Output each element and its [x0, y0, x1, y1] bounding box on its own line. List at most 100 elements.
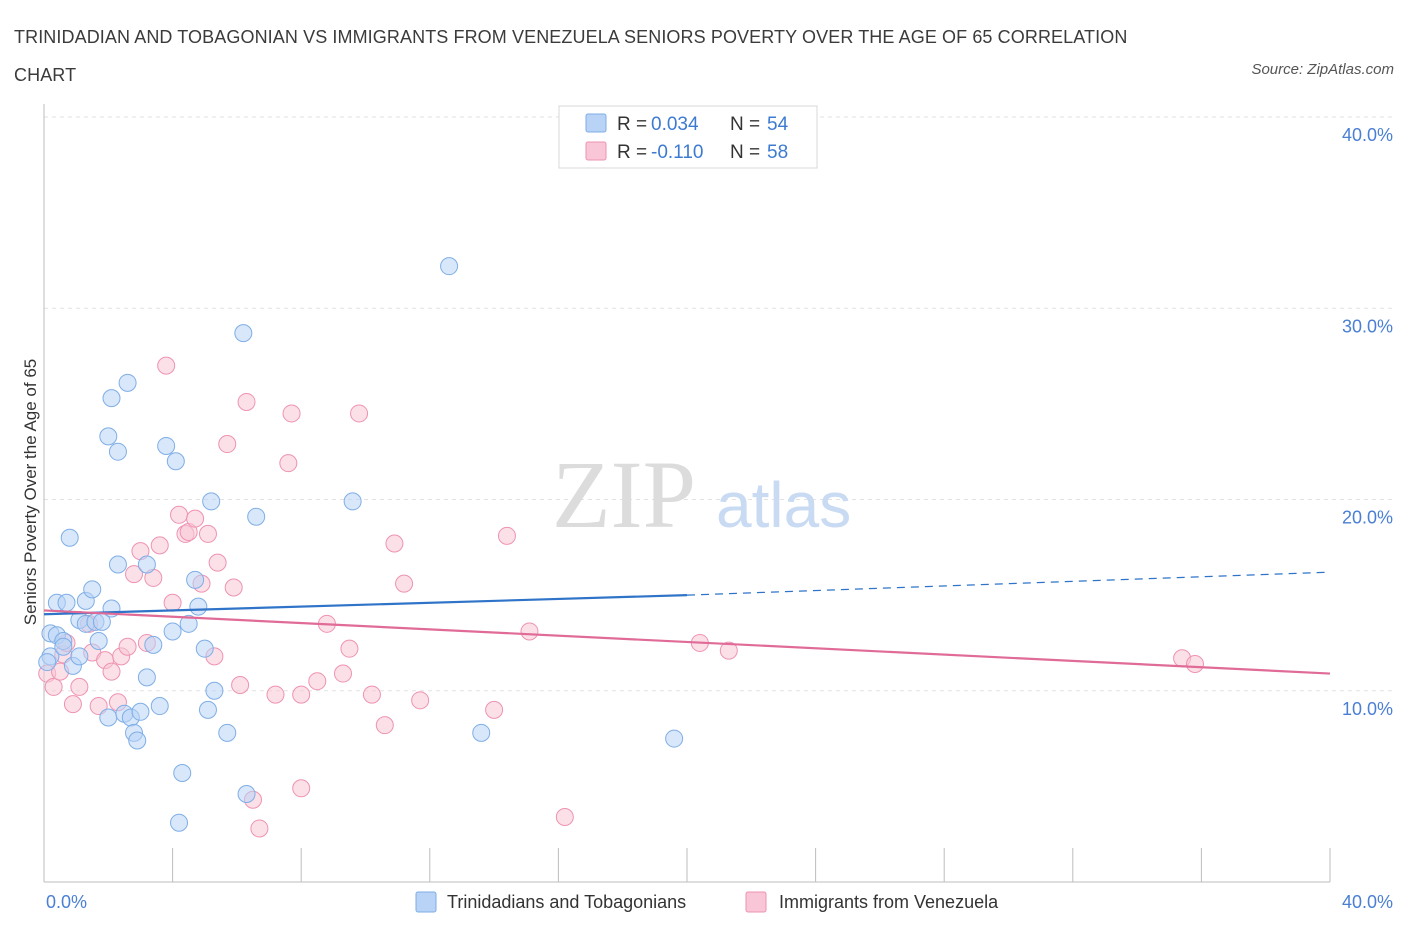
- point-venezuela: [218, 435, 237, 454]
- x-tick-label-min: 0.0%: [46, 892, 87, 912]
- trend-line-venezuela: [43, 609, 1331, 675]
- point-trinidad: [179, 614, 198, 633]
- point-venezuela: [350, 404, 369, 423]
- point-trinidad: [665, 729, 684, 748]
- point-venezuela: [44, 677, 63, 696]
- bottom-legend-swatch-blue: [415, 891, 437, 913]
- watermark: ZIP atlas: [552, 441, 851, 548]
- point-trinidad: [472, 723, 491, 742]
- point-venezuela: [237, 392, 256, 411]
- point-venezuela: [163, 593, 182, 612]
- point-venezuela: [89, 697, 108, 716]
- legend-swatch-blue: [585, 113, 607, 133]
- bottom-legend: Trinidadians and Tobagonians Immigrants …: [415, 891, 999, 913]
- point-venezuela: [125, 565, 144, 584]
- legend-r-value-2: -0.110: [651, 142, 703, 163]
- point-trinidad: [440, 257, 459, 276]
- point-venezuela: [1185, 654, 1204, 673]
- point-trinidad: [83, 580, 102, 599]
- stats-legend: R = 0.034 N = 54 R = -0.110 N = 58: [558, 105, 818, 169]
- trend-line-trinidad: [43, 594, 688, 616]
- point-trinidad: [99, 708, 118, 727]
- point-trinidad: [218, 723, 237, 742]
- point-trinidad: [157, 436, 176, 455]
- point-trinidad: [102, 389, 121, 408]
- point-venezuela: [208, 553, 227, 572]
- point-venezuela: [292, 779, 311, 798]
- point-venezuela: [198, 524, 217, 543]
- point-trinidad: [173, 763, 192, 782]
- point-trinidad: [195, 639, 214, 658]
- point-trinidad: [137, 668, 156, 687]
- point-trinidad: [198, 700, 217, 719]
- point-venezuela: [63, 695, 82, 714]
- y-tick-label-30: 30.0%: [1342, 316, 1393, 336]
- point-trinidad: [118, 373, 137, 392]
- point-trinidad: [150, 697, 169, 716]
- point-venezuela: [485, 700, 504, 719]
- point-venezuela: [150, 536, 169, 555]
- point-venezuela: [411, 691, 430, 710]
- point-trinidad: [205, 681, 224, 700]
- point-trinidad: [54, 637, 73, 656]
- point-venezuela: [520, 622, 539, 641]
- point-trinidad: [189, 597, 208, 616]
- legend-n-value-1: 54: [767, 114, 789, 135]
- point-venezuela: [118, 637, 137, 656]
- point-trinidad: [99, 427, 118, 446]
- bottom-legend-label-venezuela: Immigrants from Venezuela: [779, 892, 999, 912]
- axes: [43, 104, 1331, 883]
- legend-r-value-1: 0.034: [651, 114, 699, 135]
- point-venezuela: [340, 639, 359, 658]
- point-venezuela: [157, 356, 176, 375]
- point-trinidad: [60, 528, 79, 547]
- point-trinidad: [163, 622, 182, 641]
- point-venezuela: [266, 685, 285, 704]
- point-trinidad: [38, 653, 57, 672]
- point-trinidad: [108, 442, 127, 461]
- point-venezuela: [497, 526, 516, 545]
- y-tick-label-10: 10.0%: [1342, 699, 1393, 719]
- point-trinidad: [108, 555, 127, 574]
- point-venezuela: [282, 404, 301, 423]
- source-note: Source: ZipAtlas.com: [1251, 61, 1394, 78]
- legend-r-label-1: R =: [617, 114, 647, 135]
- legend-n-label-1: N =: [730, 114, 760, 135]
- point-venezuela: [333, 664, 352, 683]
- point-venezuela: [719, 641, 738, 660]
- chart-title: TRINIDADIAN AND TOBAGONIAN VS IMMIGRANTS…: [14, 27, 1128, 85]
- legend-n-value-2: 58: [767, 142, 788, 163]
- trend-line-trinidad-extrapolated: [686, 571, 1331, 596]
- point-venezuela: [362, 685, 381, 704]
- point-venezuela: [102, 662, 121, 681]
- point-trinidad: [70, 647, 89, 666]
- watermark-zip: ZIP: [552, 441, 696, 548]
- point-trinidad: [247, 507, 266, 526]
- point-trinidad: [131, 702, 150, 721]
- point-trinidad: [234, 324, 253, 343]
- point-venezuela: [555, 807, 574, 826]
- point-venezuela: [186, 509, 205, 528]
- point-trinidad: [170, 813, 189, 832]
- legend-swatch-pink: [585, 141, 607, 161]
- point-venezuela: [231, 676, 250, 695]
- point-trinidad: [202, 492, 221, 511]
- point-venezuela: [170, 505, 189, 524]
- watermark-atlas: atlas: [716, 469, 851, 541]
- y-axis-label: Seniors Poverty Over the Age of 65: [21, 359, 40, 625]
- point-trinidad: [144, 635, 163, 654]
- legend-r-label-2: R =: [617, 142, 647, 163]
- x-tick-labels: 0.0% 40.0%: [46, 892, 1393, 912]
- x-tick-label-max: 40.0%: [1342, 892, 1393, 912]
- point-trinidad: [128, 731, 147, 750]
- point-trinidad: [186, 570, 205, 589]
- point-venezuela: [292, 685, 311, 704]
- y-tick-labels: 10.0% 20.0% 30.0% 40.0%: [1342, 125, 1393, 719]
- point-trinidad: [57, 593, 76, 612]
- point-trinidad: [237, 785, 256, 804]
- point-venezuela: [224, 578, 243, 597]
- point-venezuela: [395, 574, 414, 593]
- bottom-legend-swatch-pink: [745, 891, 767, 913]
- point-venezuela: [308, 672, 327, 691]
